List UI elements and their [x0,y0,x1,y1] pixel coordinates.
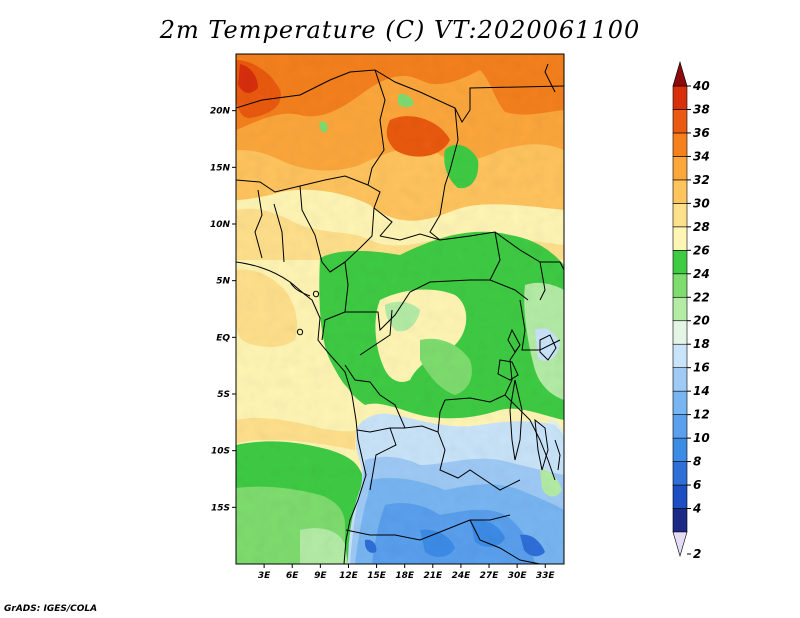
footer-credit: GrADS: IGES/COLA [4,604,98,614]
colorbar-label: 4 [692,502,701,516]
colorbar-bin [672,414,688,439]
colorbar-bin [672,367,688,392]
colorbar-bin [672,203,688,228]
colorbar-label: 26 [693,243,710,257]
latitude-axis: 20N 15N 10N 5N EQ 5S 10S 15S [210,107,236,513]
colorbar-bin [672,508,688,533]
lon-tick-label: 27E [480,571,500,581]
colorbar-bin [672,109,688,134]
colorbar-over-triangle [672,60,688,87]
country-borders [236,63,564,564]
colorbar-label: 32 [693,173,710,187]
lon-tick-label: 24E [452,571,472,581]
colorbar-bin [672,437,688,462]
colorbar-label: 34 [693,149,710,163]
colorbar-bin [672,179,688,204]
lon-tick-label: 6E [286,571,299,581]
colorbar-bin [672,132,688,157]
lon-tick-label: 15E [367,571,387,581]
colorbar-bin [672,296,688,322]
colorbar-bin [672,273,688,298]
colorbar-label: 36 [693,126,710,140]
lon-tick-label: 18E [395,571,415,581]
colorbar-label: 24 [693,267,710,281]
colorbar-label: 16 [693,361,710,375]
lon-tick-label: 21E [423,571,443,581]
colorbar-bin [672,250,688,275]
colorbar-bin [672,390,688,415]
colorbar-bin [672,484,688,509]
colorbar-label: 38 [693,102,710,116]
colorbar-label: 10 [693,431,710,445]
colorbar-label: 18 [693,337,710,351]
lat-tick-label: 10S [211,447,230,457]
colorbar-label: 20 [693,314,710,328]
colorbar-label: 40 [692,79,710,93]
lon-tick-label: 3E [258,571,271,581]
colorbar-under-triangle [672,531,688,558]
lat-tick-label: 20N [210,107,231,117]
colorbar-bin [672,85,688,110]
colorbar-label: 12 [693,408,710,422]
colorbar-label: 30 [693,196,710,210]
lat-tick-label: 15N [210,163,231,173]
lat-tick-label: 5N [216,277,230,287]
colorbar-bin [672,226,688,251]
lon-tick-label: 12E [339,571,359,581]
chart-title: 2m Temperature (C) VT:2020061100 [159,16,641,44]
map-frame [235,53,565,565]
lon-tick-label: 33E [536,571,556,581]
colorbar-label: 28 [693,220,710,234]
longitude-axis: 3E 6E 9E 12E 15E 18E 21E 24E 27E 30E 33E [258,564,556,581]
colorbar-bin [672,461,688,486]
colorbar-bin [672,156,688,181]
lat-tick-label: 15S [211,503,230,513]
lat-tick-label: 10N [210,220,231,230]
colorbar-label: 8 [693,455,701,469]
lon-tick-label: 9E [314,571,327,581]
lat-tick-label: EQ [216,333,230,343]
colorbar-label: 6 [693,478,701,492]
colorbar-label: 22 [693,290,710,304]
colorbar-label: 14 [693,384,710,398]
colorbar-bin [672,320,688,345]
temperature-field [236,54,564,564]
colorbar-label: 2 [693,547,701,561]
colorbar-bin [672,343,688,368]
lon-tick-label: 30E [508,571,528,581]
lat-tick-label: 5S [217,390,230,400]
